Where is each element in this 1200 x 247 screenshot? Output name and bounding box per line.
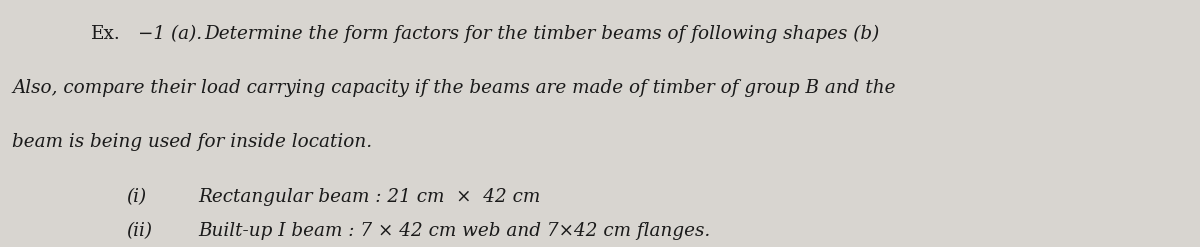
Text: Built-up I beam : 7 × 42 cm web and 7×42 cm flanges.: Built-up I beam : 7 × 42 cm web and 7×42… (198, 222, 710, 240)
Text: Determine the form factors for the timber beams of following shapes (b): Determine the form factors for the timbe… (204, 25, 880, 43)
Text: Also, compare their load carrying capacity if the beams are made of timber of gr: Also, compare their load carrying capaci… (12, 79, 895, 97)
Text: Rectangular beam : 21 cm  ×  42 cm: Rectangular beam : 21 cm × 42 cm (198, 188, 540, 206)
Text: beam is being used for inside location.: beam is being used for inside location. (12, 133, 372, 151)
Text: −1 (a).: −1 (a). (138, 25, 202, 43)
Text: (i): (i) (126, 188, 146, 206)
Text: Ex.: Ex. (91, 25, 121, 43)
Text: (ii): (ii) (126, 222, 152, 240)
